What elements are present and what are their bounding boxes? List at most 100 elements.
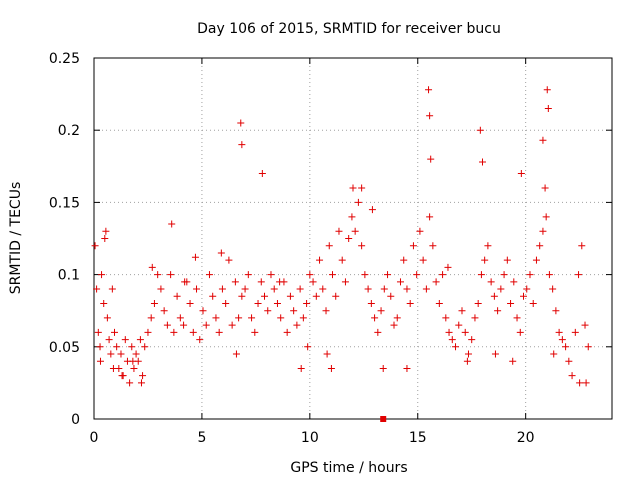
data-point: [379, 364, 387, 372]
data-point: [319, 285, 327, 293]
data-point: [445, 328, 453, 336]
data-point: [93, 285, 101, 293]
data-point: [160, 307, 168, 315]
data-point: [105, 336, 113, 344]
data-point: [199, 307, 207, 315]
y-axis-label: SRMTID / TECUs: [8, 182, 24, 295]
data-point: [191, 253, 199, 261]
data-point: [130, 364, 138, 372]
data-point: [452, 343, 460, 351]
data-point: [361, 271, 369, 279]
data-point: [507, 299, 515, 307]
data-point: [231, 278, 239, 286]
x-axis-label: GPS time / hours: [290, 460, 407, 476]
data-point: [154, 271, 162, 279]
data-point: [582, 379, 590, 387]
data-point: [261, 292, 269, 300]
data-point: [406, 299, 414, 307]
data-point: [126, 379, 134, 387]
data-point: [364, 285, 372, 293]
data-point: [539, 136, 547, 144]
data-point: [555, 328, 563, 336]
data-point: [471, 314, 479, 322]
data-point: [494, 307, 502, 315]
data-point: [212, 314, 220, 322]
data-point: [396, 278, 404, 286]
data-point: [461, 328, 469, 336]
data-point: [371, 314, 379, 322]
data-point: [163, 321, 171, 329]
y-tick-label: 0: [71, 412, 80, 428]
data-point: [128, 343, 136, 351]
data-point: [426, 112, 434, 120]
data-point: [429, 242, 437, 250]
data-point: [476, 126, 484, 134]
data-point: [113, 343, 121, 351]
data-point: [529, 299, 537, 307]
data-point: [517, 170, 525, 178]
x-axis: 0 5 10 15 20: [90, 58, 535, 446]
data-point: [413, 271, 421, 279]
data-point: [358, 242, 366, 250]
data-point: [258, 170, 266, 178]
x-tick-label: 15: [409, 430, 427, 446]
data-point: [526, 271, 534, 279]
data-point: [387, 292, 395, 300]
data-point: [217, 249, 225, 257]
data-point: [550, 350, 558, 358]
data-point: [338, 256, 346, 264]
data-point: [309, 278, 317, 286]
data-point: [354, 198, 362, 206]
data-point: [576, 379, 584, 387]
data-point: [136, 336, 144, 344]
data-point: [403, 285, 411, 293]
y-tick-label: 0.1: [58, 268, 80, 284]
data-point: [358, 184, 366, 192]
data-point: [448, 336, 456, 344]
data-point: [328, 271, 336, 279]
data-point: [205, 271, 213, 279]
x-tick-label: 0: [90, 430, 99, 446]
chart-title: Day 106 of 2015, SRMTID for receiver buc…: [197, 21, 501, 37]
data-point: [403, 364, 411, 372]
data-point: [549, 285, 557, 293]
data-point: [108, 285, 116, 293]
data-point: [121, 336, 129, 344]
data-point: [481, 256, 489, 264]
data-point: [541, 184, 549, 192]
data-point: [232, 350, 240, 358]
data-point: [150, 299, 158, 307]
data-point: [186, 299, 194, 307]
data-point: [409, 242, 417, 250]
data-point: [368, 206, 376, 214]
data-point: [193, 285, 201, 293]
data-point: [345, 235, 353, 242]
data-point: [503, 256, 511, 264]
data-point: [254, 299, 262, 307]
data-point: [510, 278, 518, 286]
data-point: [228, 321, 236, 329]
data-point: [500, 271, 508, 279]
data-point: [545, 271, 553, 279]
data-point: [497, 285, 505, 293]
data-point: [523, 285, 531, 293]
data-point: [341, 278, 349, 286]
data-point: [513, 314, 521, 322]
data-point: [118, 372, 126, 380]
data-point: [196, 336, 204, 344]
data-point: [111, 328, 119, 336]
data-point: [248, 314, 256, 322]
data-point: [380, 285, 388, 293]
data-point: [536, 242, 544, 250]
data-point: [464, 350, 472, 358]
data-point: [565, 357, 573, 365]
data-point: [463, 357, 471, 365]
data-point: [286, 292, 294, 300]
data-point: [264, 307, 272, 315]
data-point: [439, 271, 447, 279]
data-point: [290, 307, 298, 315]
data-point: [102, 227, 110, 235]
data-point: [484, 242, 492, 250]
data-point: [296, 285, 304, 293]
